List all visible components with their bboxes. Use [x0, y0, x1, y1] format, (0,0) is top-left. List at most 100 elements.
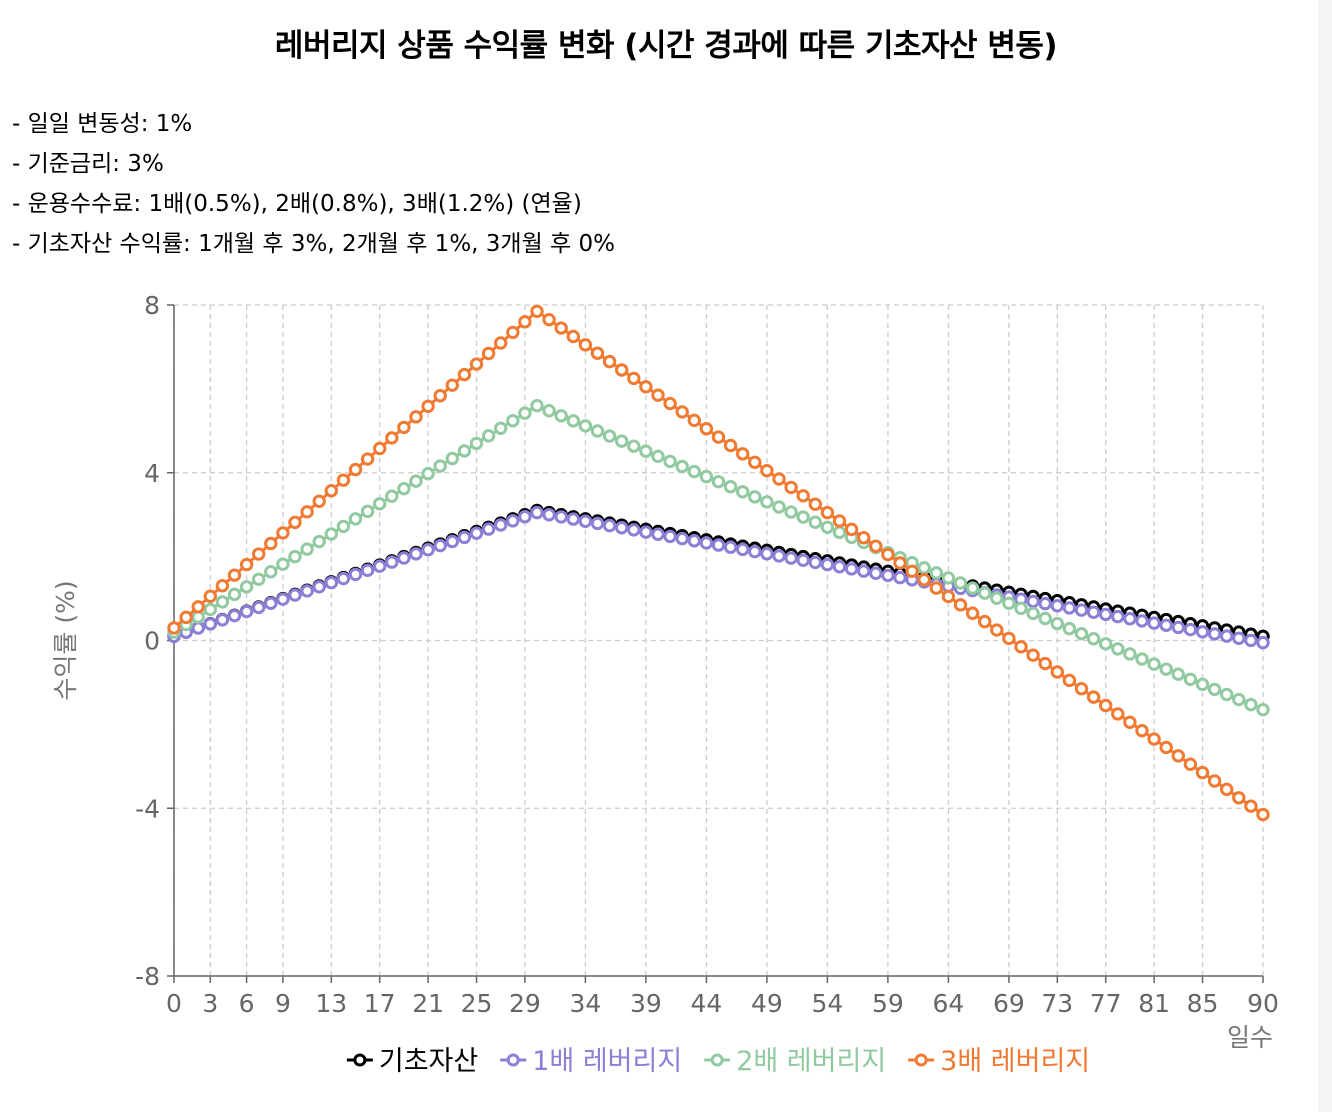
data-point [191, 621, 205, 635]
x-tick-label: 17 [364, 989, 396, 1018]
data-point [518, 510, 532, 524]
data-point [578, 338, 593, 352]
data-point [796, 553, 810, 567]
data-point [1220, 782, 1234, 797]
data-point [385, 555, 399, 569]
y-tick-label: 4 [144, 459, 160, 488]
data-point [421, 543, 435, 557]
legend-label: 기초자산 [379, 1046, 478, 1077]
series-line [173, 403, 1264, 712]
data-point [723, 480, 738, 494]
data-point [530, 304, 544, 318]
data-point [1171, 749, 1186, 763]
data-point [494, 518, 508, 532]
data-point [409, 474, 423, 488]
data-point [615, 363, 629, 377]
data-point [808, 515, 822, 529]
data-point [1014, 601, 1028, 616]
data-point [687, 534, 701, 548]
data-point [796, 489, 810, 503]
data-point [1147, 616, 1161, 630]
data-point [1123, 612, 1137, 626]
chart-title: 레버리지 상품 수익률 변화 (시간 경과에 따른 기초자산 변동) [274, 28, 1058, 64]
x-tick-label: 25 [461, 989, 493, 1018]
data-point [990, 623, 1004, 637]
data-point [276, 592, 290, 606]
data-point [494, 421, 508, 435]
data-point [1062, 673, 1077, 688]
data-point [1220, 687, 1234, 702]
data-point [1232, 791, 1246, 805]
data-point [748, 455, 762, 469]
data-point [1159, 662, 1173, 676]
data-point [300, 505, 314, 519]
x-tick-label: 39 [630, 989, 662, 1018]
x-tick-label: 49 [751, 989, 783, 1018]
data-point [941, 571, 956, 585]
data-point [1038, 656, 1052, 671]
data-point [215, 595, 230, 609]
data-point [772, 472, 786, 486]
data-point [336, 473, 351, 487]
data-point [1014, 640, 1028, 654]
data-point [348, 567, 363, 582]
data-point [324, 527, 338, 541]
data-point [542, 508, 556, 522]
data-point [1002, 596, 1016, 610]
data-point [1244, 697, 1258, 712]
assumption-notes: - 일일 변동성: 1% - 기준금리: 3% - 운용수수료: 1배(0.5%… [12, 104, 615, 264]
data-point [239, 580, 254, 594]
data-point [1050, 616, 1065, 631]
data-point [1038, 611, 1052, 626]
data-point [1256, 702, 1270, 717]
data-point [1002, 631, 1016, 646]
data-point [784, 480, 798, 495]
data-point [602, 429, 617, 443]
data-point [639, 444, 653, 458]
data-point [869, 539, 883, 553]
data-point [736, 542, 750, 557]
data-point [699, 536, 714, 550]
data-point [881, 568, 895, 583]
data-point [1086, 605, 1101, 619]
legend-marker [914, 1053, 928, 1067]
data-point [469, 357, 484, 371]
data-point [373, 441, 387, 456]
data-point [772, 500, 786, 514]
x-tick-label: 69 [993, 989, 1025, 1018]
data-point [1232, 631, 1246, 645]
data-point [324, 484, 338, 498]
data-point [518, 406, 532, 420]
data-point [1074, 626, 1089, 641]
data-point [530, 398, 544, 413]
data-point [264, 565, 278, 579]
data-point [1123, 647, 1137, 661]
data-point [373, 497, 387, 511]
data-point [1026, 648, 1040, 662]
data-point [772, 549, 786, 563]
x-tick-label: 21 [412, 989, 444, 1018]
data-point [1062, 601, 1077, 615]
data-point [494, 336, 508, 350]
data-point [1135, 614, 1149, 628]
data-point [348, 512, 363, 526]
data-point [336, 571, 351, 586]
data-point [796, 510, 810, 524]
data-point [965, 581, 980, 595]
note-base-rate: - 기준금리: 3% [12, 151, 164, 177]
data-point [409, 547, 423, 561]
data-point [1026, 606, 1040, 621]
scrollbar-track[interactable] [1318, 0, 1332, 1112]
data-point [784, 505, 798, 519]
series-3배-레버리지 [167, 304, 1270, 822]
data-point [699, 469, 714, 484]
legend-marker [710, 1053, 724, 1067]
data-point [457, 367, 472, 382]
data-point [578, 514, 593, 528]
data-point [1086, 690, 1101, 704]
data-point [252, 600, 266, 615]
data-point [1099, 698, 1113, 713]
legend-label: 1배 레버리지 [532, 1046, 682, 1077]
data-point [820, 505, 835, 520]
data-point [1038, 596, 1052, 611]
